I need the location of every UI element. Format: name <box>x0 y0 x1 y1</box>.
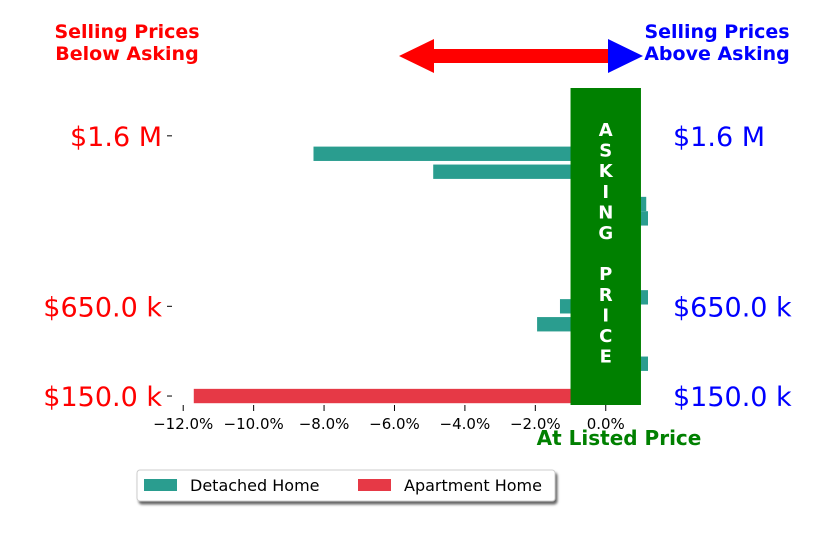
legend-swatch-detached <box>144 479 177 491</box>
arrow-shaft-left <box>430 49 535 63</box>
left-y-tick-label-2: $1.6 M <box>70 122 162 153</box>
x-axis: −12.0% −10.0% −8.0% −6.0% −4.0% −2.0% 0.0% <box>153 405 625 433</box>
legend-label-apartment: Apartment Home <box>404 476 542 495</box>
left-y-tick-label-0: $150.0 k <box>43 382 162 413</box>
detached-bar-1 <box>433 164 606 179</box>
asking-band-letter-10: C <box>599 326 612 347</box>
legend-box <box>136 469 556 502</box>
asking-band-letter-2: K <box>599 161 614 182</box>
x-axis-label: At Listed Price <box>537 426 702 450</box>
right-header-line-2: Above Asking <box>644 43 790 65</box>
x-tick-label-2: −8.0% <box>299 415 350 433</box>
legend-swatch-apartment <box>358 479 391 491</box>
right-y-axis: $150.0 k $650.0 k $1.6 M <box>673 122 792 413</box>
x-tick-label-3: −6.0% <box>369 415 420 433</box>
asking-band-letter-11: E <box>600 347 612 368</box>
asking-band-letter-1: S <box>599 141 612 162</box>
left-y-tick-label-1: $650.0 k <box>43 292 162 323</box>
asking-band-letter-3: I <box>602 182 609 203</box>
x-tick-label-4: −4.0% <box>440 415 491 433</box>
asking-band-letter-9: I <box>602 305 609 326</box>
left-header-line-1: Selling Prices <box>54 21 199 43</box>
arrow-head-left <box>399 39 434 73</box>
right-header-line-1: Selling Prices <box>644 21 789 43</box>
asking-band-letter-8: R <box>599 285 613 306</box>
direction-arrow <box>399 39 643 73</box>
left-y-axis: $150.0 k $650.0 k $1.6 M <box>43 122 172 413</box>
arrow-head-right <box>608 39 643 73</box>
x-tick-label-5: −2.0% <box>510 415 561 433</box>
right-header: Selling Prices Above Asking <box>644 21 790 65</box>
right-y-tick-label-2: $1.6 M <box>673 122 765 153</box>
right-y-tick-label-1: $650.0 k <box>673 292 792 323</box>
left-header: Selling Prices Below Asking <box>54 21 199 65</box>
asking-band-letter-4: N <box>598 202 613 223</box>
legend: Detached Home Apartment Home <box>136 469 556 502</box>
asking-band-letter-0: A <box>599 120 613 141</box>
detached-bar-0 <box>313 146 606 161</box>
asking-band-letter-7: P <box>599 264 612 285</box>
x-tick-label-6: 0.0% <box>587 415 625 433</box>
right-y-tick-label-0: $150.0 k <box>673 382 792 413</box>
x-tick-label-0: −12.0% <box>153 415 213 433</box>
arrow-shaft-right <box>535 49 615 63</box>
legend-label-detached: Detached Home <box>190 476 320 495</box>
asking-price-band <box>570 88 641 405</box>
asking-band-letter-5: G <box>598 223 613 244</box>
x-tick-label-1: −10.0% <box>224 415 284 433</box>
left-header-line-2: Below Asking <box>55 43 198 65</box>
apartment-bar-0 <box>193 388 606 404</box>
